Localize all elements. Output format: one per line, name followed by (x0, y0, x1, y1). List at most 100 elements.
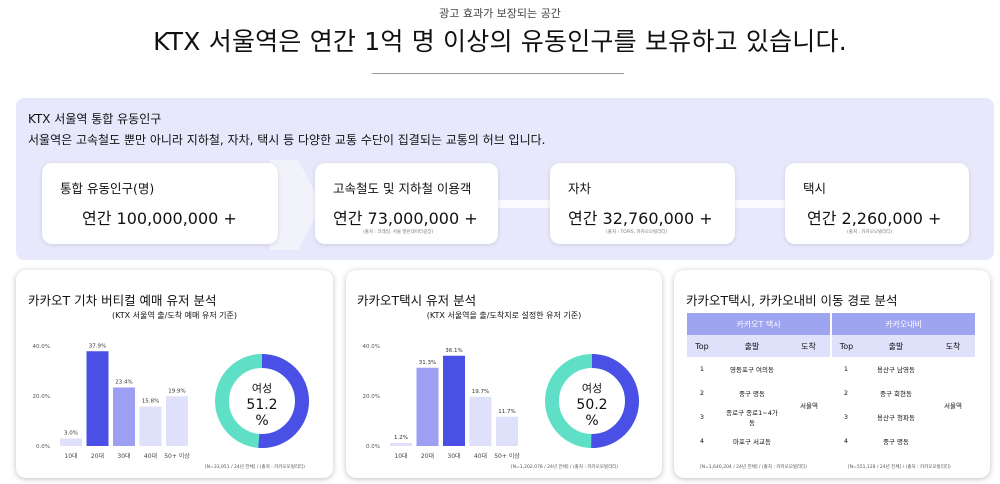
col-header-origin: 출발 (861, 335, 931, 357)
table-footnote-right: [N=551,128 / 24년 전체] / (출처 : 카카오모빌리티) (848, 465, 951, 470)
rank-cell: 2 (699, 389, 705, 397)
y-tick-label: 0.0% (36, 444, 50, 450)
stat-source: (출처 : 코레일, 서울 열린데이터광장) (363, 230, 434, 235)
donut-value: 50.2 (576, 397, 607, 413)
bar (390, 443, 412, 446)
col-header-top: Top (687, 335, 717, 357)
data-label: 3.0% (64, 431, 78, 437)
stat-label: 고속철도 및 지하철 이용객 (333, 181, 472, 196)
y-tick-label: 0.0% (366, 444, 380, 450)
origin-cell: 마포구 서교동 (733, 438, 771, 446)
gender-donut-train: 여성 51.2 % (215, 354, 309, 448)
rank-cell: 1 (843, 365, 849, 373)
card-footnote: [N=1,202,078 / 24년 전체] / (출처 : 카카오모빌리티) (511, 465, 619, 470)
x-tick-label: 10대 (64, 452, 77, 460)
data-label: 31.3% (419, 360, 436, 366)
y-tick-label: 40.0% (33, 344, 50, 350)
panel-title: KTX 서울역 통합 유동인구 (28, 112, 162, 126)
table-footnote-left: [N=1,640,204 / 24년 전체] / (출처 : 카카오모빌리티) (700, 465, 808, 470)
card-subtitle: (KTX 서울역 출/도착 예매 유저 기준) (112, 311, 237, 320)
x-tick-label: 30대 (117, 452, 130, 460)
bar (166, 396, 188, 446)
rank-cell: 2 (843, 389, 849, 397)
x-tick-label: 40대 (144, 452, 157, 460)
bar (113, 387, 135, 446)
stat-value: 연간 100,000,000 + (82, 209, 237, 228)
donut-unit: % (585, 413, 598, 429)
rank-cell: 3 (699, 413, 705, 421)
destination-cell: 서울역 (944, 402, 962, 410)
card-title: 카카오T택시 유저 분석 (357, 293, 477, 308)
route-analysis-card (674, 270, 990, 478)
origin-cell: 중구 명동 (739, 390, 765, 398)
group-header-kakao-navi: 카카오내비 (830, 313, 975, 335)
table-row: 3 종로구 종로1~4가동 3 용산구 청파동 (687, 405, 975, 429)
rank-cell: 3 (843, 413, 849, 421)
destination-cell: 서울역 (800, 402, 818, 410)
x-tick-label: 20대 (91, 452, 104, 460)
x-tick-label: 20대 (421, 452, 434, 460)
stat-value: 연간 73,000,000 + (333, 209, 478, 228)
page-headline: KTX 서울역은 연간 1억 명 이상의 유동인구를 보유하고 있습니다. (153, 27, 847, 56)
bar (496, 416, 518, 446)
y-tick-label: 20.0% (363, 394, 380, 400)
donut-ring-female (545, 354, 639, 448)
connector-chevron (270, 160, 322, 250)
stat-value: 연간 32,760,000 + (568, 209, 713, 228)
donut-value: 51.2 (246, 397, 277, 413)
stat-label: 자차 (568, 181, 592, 196)
bar (443, 355, 465, 446)
col-header-origin: 출발 (717, 335, 787, 357)
x-tick-label: 40대 (474, 452, 487, 460)
data-label: 37.9% (89, 343, 106, 349)
table-row: 2 중구 명동 2 중구 회현동 (687, 381, 975, 405)
stat-source: (출처 : 카카오모빌리티) (847, 230, 893, 235)
donut-unit: % (255, 413, 268, 429)
rank-cell: 4 (699, 437, 705, 445)
eyebrow-text: 광고 효과가 보장되는 공간 (439, 7, 561, 20)
data-label: 11.7% (498, 409, 515, 415)
rank-cell: 4 (843, 437, 849, 445)
bar (416, 367, 439, 446)
data-label: 15.8% (142, 399, 159, 405)
stat-label: 택시 (803, 181, 827, 196)
stat-card-rail: 고속철도 및 지하철 이용객 연간 73,000,000 + (출처 : 코레일… (315, 163, 498, 244)
group-header-kakao-taxi: 카카오T 택시 (687, 313, 831, 335)
bar (469, 396, 492, 446)
route-table: 카카오T 택시 카카오내비 Top 출발 도착 Top 출발 도착 1 영등포구… (687, 313, 975, 453)
card-subtitle: (KTX 서울역을 출/도착지로 설정한 유저 기준) (426, 311, 582, 320)
donut-ring-female (215, 354, 309, 448)
age-bar-chart-taxi: 0.0% 20.0% 40.0% 1.2% 10대 31.3% 20대 36.1% 30대 19.… (363, 344, 521, 460)
data-label: 19.7% (472, 389, 489, 395)
rank-cell: 1 (699, 365, 705, 373)
y-tick-label: 20.0% (33, 394, 50, 400)
stat-value: 연간 2,260,000 + (807, 209, 942, 228)
card-footnote: [N=33,951 / 24년 전체] / (출처 : 카카오모빌리티) (205, 465, 305, 470)
origin-cell: 종로구 종로1~4가동 (726, 409, 778, 427)
origin-cell: 용산구 남영동 (877, 366, 915, 374)
col-header-destination: 도착 (931, 335, 975, 357)
bar (139, 406, 162, 446)
stat-card-taxi: 택시 연간 2,260,000 + (출처 : 카카오모빌리티) (785, 163, 969, 244)
x-tick-label: 50+ 이상 (494, 452, 520, 460)
table-row: 4 마포구 서교동 4 중구 명동 (687, 429, 975, 453)
donut-label: 여성 (582, 382, 602, 395)
origin-cell: 영등포구 여의동 (730, 366, 774, 374)
stat-source: (출처 : TOPIS, 카카오모빌리티) (606, 230, 668, 235)
x-tick-label: 10대 (394, 452, 407, 460)
x-tick-label: 30대 (447, 452, 460, 460)
bar (60, 438, 82, 446)
age-bar-chart-train: 0.0% 20.0% 40.0% 3.0% 10대 37.9% 20대 23.4% 30대 15.… (33, 343, 191, 460)
card-title: 카카오T 기차 버티컬 예매 유저 분석 (28, 293, 217, 308)
stat-card-car: 자차 연간 32,760,000 + (출처 : TOPIS, 카카오모빌리티) (550, 163, 735, 244)
panel-description: 서울역은 고속철도 뿐만 아니라 지하철, 자차, 택시 등 다양한 교통 수단… (28, 133, 546, 147)
headline-divider (372, 73, 624, 74)
col-header-top: Top (830, 335, 861, 357)
data-label: 23.4% (115, 380, 132, 386)
stat-card-total: 통합 유동인구(명) 연간 100,000,000 + (42, 163, 278, 244)
origin-cell: 용산구 청파동 (877, 414, 915, 422)
y-tick-label: 40.0% (363, 344, 380, 350)
data-label: 36.1% (445, 348, 462, 354)
card-title: 카카오T택시, 카카오내비 이동 경로 분석 (686, 293, 898, 308)
stat-label: 통합 유동인구(명) (60, 181, 155, 196)
